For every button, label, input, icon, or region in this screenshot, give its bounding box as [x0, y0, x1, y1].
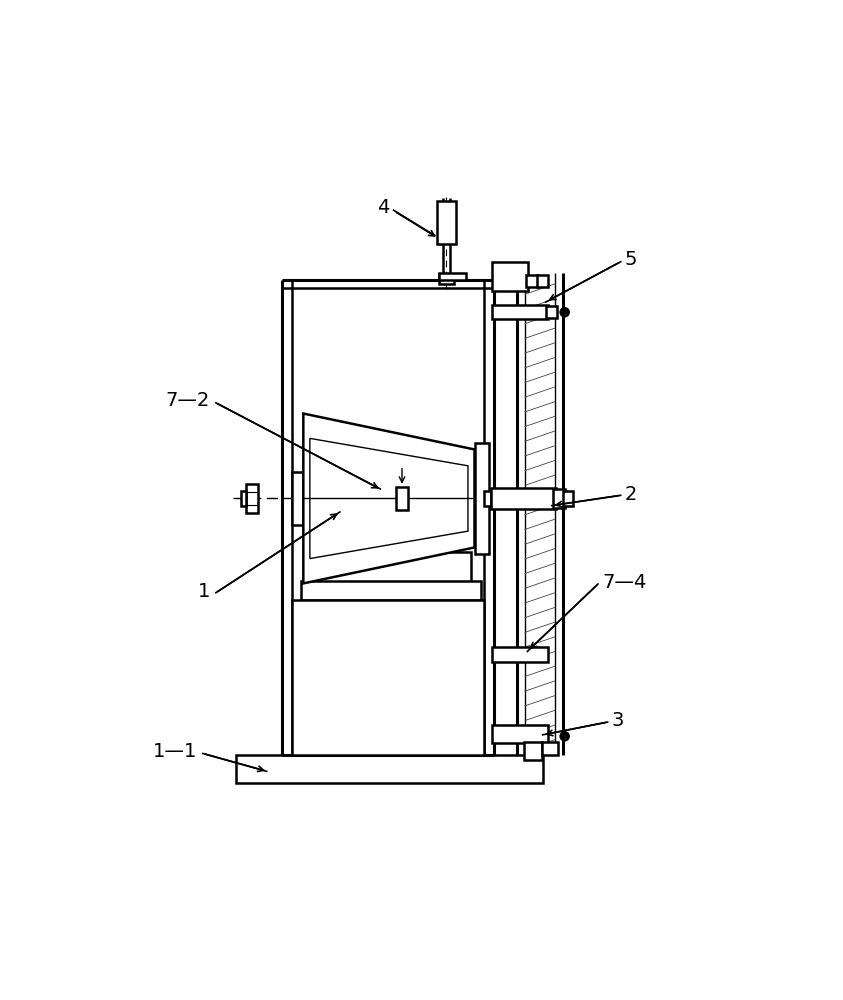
Bar	[438, 201, 455, 244]
Bar	[438, 274, 454, 284]
Bar	[553, 489, 565, 508]
Circle shape	[560, 732, 569, 741]
Bar	[236, 755, 543, 783]
Text: 3: 3	[612, 711, 624, 730]
Bar	[484, 491, 491, 506]
Bar	[491, 488, 556, 509]
Text: 7—4: 7—4	[602, 573, 647, 592]
Text: 1: 1	[197, 582, 210, 601]
Bar	[292, 472, 303, 525]
Bar	[537, 275, 548, 287]
Bar	[492, 647, 548, 662]
Bar	[492, 725, 548, 743]
Bar	[396, 487, 408, 510]
Bar	[246, 484, 258, 513]
Bar	[241, 491, 246, 506]
Text: 2: 2	[625, 485, 637, 504]
Bar	[492, 305, 548, 319]
Bar	[438, 273, 466, 280]
Bar	[546, 306, 557, 318]
Bar	[524, 742, 542, 760]
Bar	[526, 275, 538, 287]
Bar	[302, 581, 481, 600]
Circle shape	[560, 308, 569, 317]
Bar	[542, 742, 558, 755]
Bar	[314, 552, 471, 583]
Bar	[563, 491, 572, 506]
Bar	[475, 443, 489, 554]
Text: 7—2: 7—2	[165, 391, 210, 410]
Bar	[492, 262, 528, 291]
Text: 4: 4	[377, 198, 389, 217]
Bar	[292, 600, 484, 755]
Polygon shape	[303, 414, 475, 583]
Text: 1—1: 1—1	[153, 742, 197, 761]
Text: 5: 5	[625, 250, 637, 269]
